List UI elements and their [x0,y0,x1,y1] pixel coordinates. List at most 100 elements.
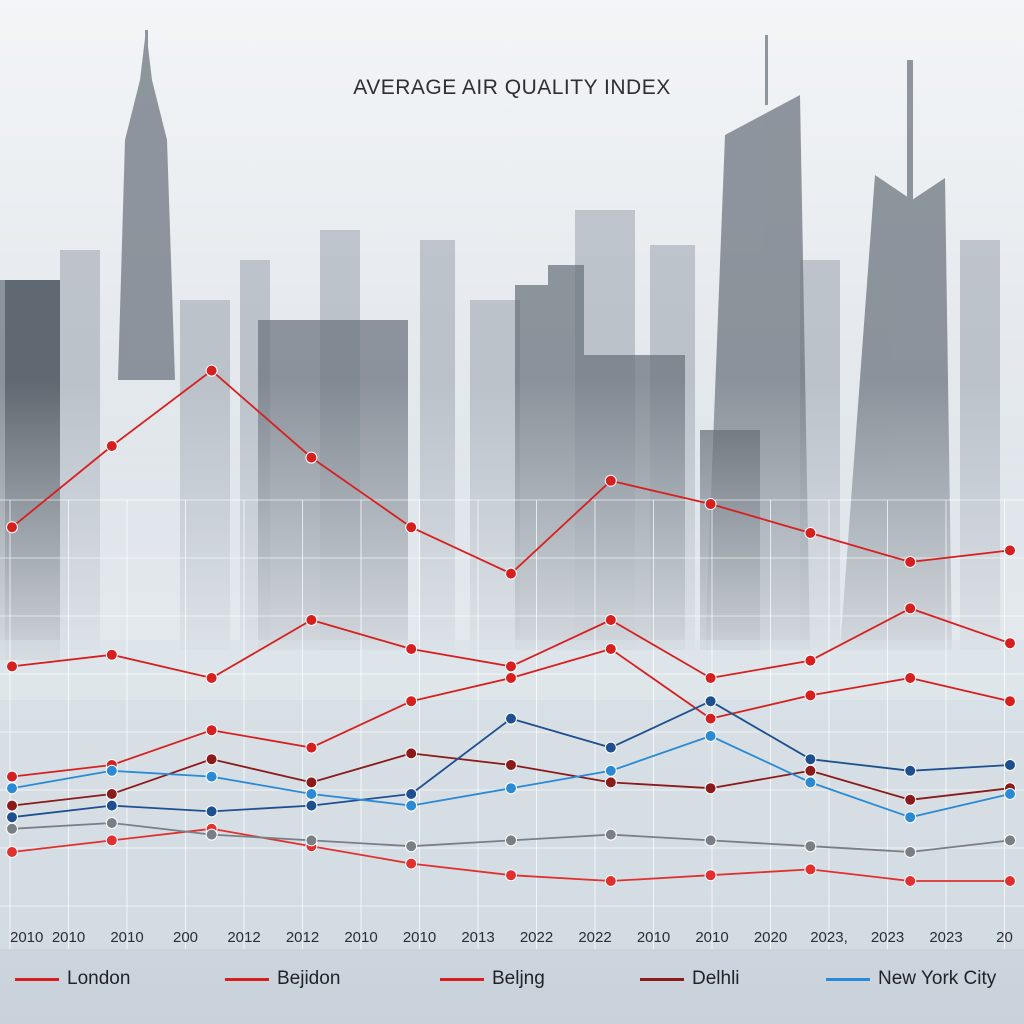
series-4-point-4 [405,857,418,870]
series-4-point-9 [904,875,917,887]
series-2-point-10 [1004,695,1016,708]
legend-swatch-new-york-city [826,977,870,981]
series-1-point-3 [305,614,318,626]
series-7-point-10 [1004,834,1016,847]
series-7-point-1 [105,817,118,829]
x-tick-label: 2010 [695,929,728,946]
series-6-point-0 [6,782,18,795]
x-tick-label: 2010 [52,929,85,946]
legend-item-bejidon: Bejidon [225,968,340,990]
series-3-point-8 [804,764,817,777]
series-5-point-4 [405,788,418,800]
series-1-point-7 [704,672,717,684]
series-1-point-9 [904,602,917,615]
series-6-point-10 [1004,788,1016,800]
series-1-point-1 [105,648,118,661]
series-0-point-7 [704,498,717,510]
series-0-point-10 [1004,544,1016,557]
x-tick-label: 2012 [227,929,260,946]
series-0-point-6 [604,474,617,487]
x-tick-label: 2022 [520,929,553,946]
chart-legend: London Bejidon Beljng Delhli New York Ci… [0,968,1024,1004]
series-3-point-7 [704,782,717,795]
series-7-point-3 [305,834,318,847]
series-7-point-2 [205,828,218,841]
series-2-point-5 [505,672,517,684]
series-3-point-6 [604,776,617,789]
series-4-point-8 [804,863,817,876]
series-2-point-0 [6,770,18,783]
series-7-point-5 [505,834,517,847]
series-3-point-2 [205,753,218,766]
x-tick-label: 2023 [929,929,962,946]
series-3-point-4 [405,747,418,760]
series-1-point-2 [205,672,218,684]
series-2-point-9 [904,672,917,684]
series-5-point-9 [904,764,917,777]
series-0-point-1 [105,440,118,452]
series-0-point-4 [405,521,418,534]
series-2-point-4 [405,695,418,708]
series-1-point-0 [6,660,18,673]
series-5-point-2 [205,805,218,818]
legend-swatch-london [15,977,59,981]
series-1-point-10 [1004,637,1016,650]
series-0-point-9 [904,556,917,568]
x-tick-label: 2023, [810,929,848,946]
legend-label-bejidon: Bejidon [277,968,341,989]
series-6-point-1 [105,764,118,777]
series-5-point-0 [6,811,18,824]
series-0-point-2 [205,364,218,377]
series-2-point-3 [305,741,318,754]
legend-swatch-beljng [440,977,484,981]
series-0-point-5 [505,567,517,580]
series-1-point-5 [505,660,517,673]
series-3-point-5 [505,759,517,771]
series-5-point-1 [105,799,118,812]
x-tick-label: 2022 [578,929,611,946]
series-0-point-3 [305,451,318,464]
series-3-point-1 [105,788,118,800]
chart-title: AVERAGE AIR QUALITY INDEX [353,76,671,99]
series-5-point-5 [505,712,517,725]
series-6-point-7 [704,730,717,742]
series-3-point-9 [904,793,917,806]
series-4-point-10 [1004,875,1016,887]
series-2-point-8 [804,689,817,702]
series-5-point-6 [604,741,617,754]
series-7-point-9 [904,846,917,858]
x-tick-label: 2010 [403,929,436,946]
series-7-point-6 [604,828,617,841]
x-axis-ticks: 2010 2010 2010 200 2012 2012 2010 2010 2013 2022 2… [10,929,1013,946]
series-5-point-7 [704,695,717,708]
series-0-point-8 [804,527,817,539]
x-tick-label: 2010 [344,929,377,946]
series-7-point-7 [704,834,717,847]
series-5-point-8 [804,753,817,766]
series-3-point-0 [6,799,18,812]
legend-item-london: London [15,968,130,990]
series-1-point-6 [604,614,617,626]
series-5-point-3 [305,799,318,812]
x-tick-label: 2013 [461,929,494,946]
series-5-point-10 [1004,759,1016,771]
legend-swatch-bejidon [225,977,269,981]
series-4-point-1 [105,834,118,847]
legend-label-london: London [67,968,131,989]
series-6-point-8 [804,776,817,789]
series-4-point-6 [604,875,617,887]
x-tick-label: 2012 [286,929,319,946]
legend-item-new-york-city: New York City [826,968,996,990]
x-tick-label: 200 [173,929,198,946]
series-4-point-7 [704,869,717,882]
x-tick-label: 2010 [110,929,143,946]
legend-label-beljng: Beljng [492,968,545,989]
chart-series-group [6,364,1016,887]
series-2-point-6 [604,643,617,655]
x-tick-label: 2010 [637,929,670,946]
series-7-point-0 [6,822,18,835]
series-4-point-5 [505,869,517,882]
series-0-point-0 [6,521,18,534]
